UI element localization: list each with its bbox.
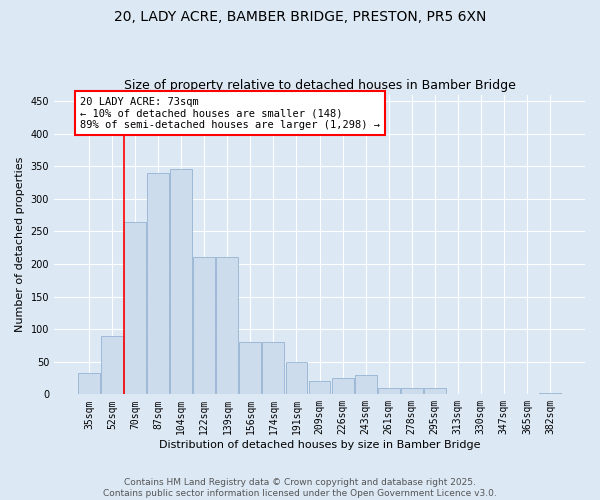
- Bar: [332, 378, 353, 394]
- Bar: [147, 173, 169, 394]
- Bar: [170, 170, 192, 394]
- Text: 20, LADY ACRE, BAMBER BRIDGE, PRESTON, PR5 6XN: 20, LADY ACRE, BAMBER BRIDGE, PRESTON, P…: [114, 10, 486, 24]
- Bar: [262, 342, 284, 394]
- Text: 20 LADY ACRE: 73sqm
← 10% of detached houses are smaller (148)
89% of semi-detac: 20 LADY ACRE: 73sqm ← 10% of detached ho…: [80, 96, 380, 130]
- Bar: [78, 373, 100, 394]
- Bar: [217, 258, 238, 394]
- Bar: [377, 388, 400, 394]
- Text: Contains HM Land Registry data © Crown copyright and database right 2025.
Contai: Contains HM Land Registry data © Crown c…: [103, 478, 497, 498]
- Bar: [124, 222, 146, 394]
- Y-axis label: Number of detached properties: Number of detached properties: [15, 157, 25, 332]
- Bar: [193, 258, 215, 394]
- X-axis label: Distribution of detached houses by size in Bamber Bridge: Distribution of detached houses by size …: [159, 440, 480, 450]
- Bar: [239, 342, 262, 394]
- Bar: [355, 375, 377, 394]
- Bar: [101, 336, 123, 394]
- Bar: [539, 393, 561, 394]
- Bar: [424, 388, 446, 394]
- Bar: [308, 382, 331, 394]
- Title: Size of property relative to detached houses in Bamber Bridge: Size of property relative to detached ho…: [124, 79, 515, 92]
- Bar: [401, 388, 422, 394]
- Bar: [286, 362, 307, 394]
